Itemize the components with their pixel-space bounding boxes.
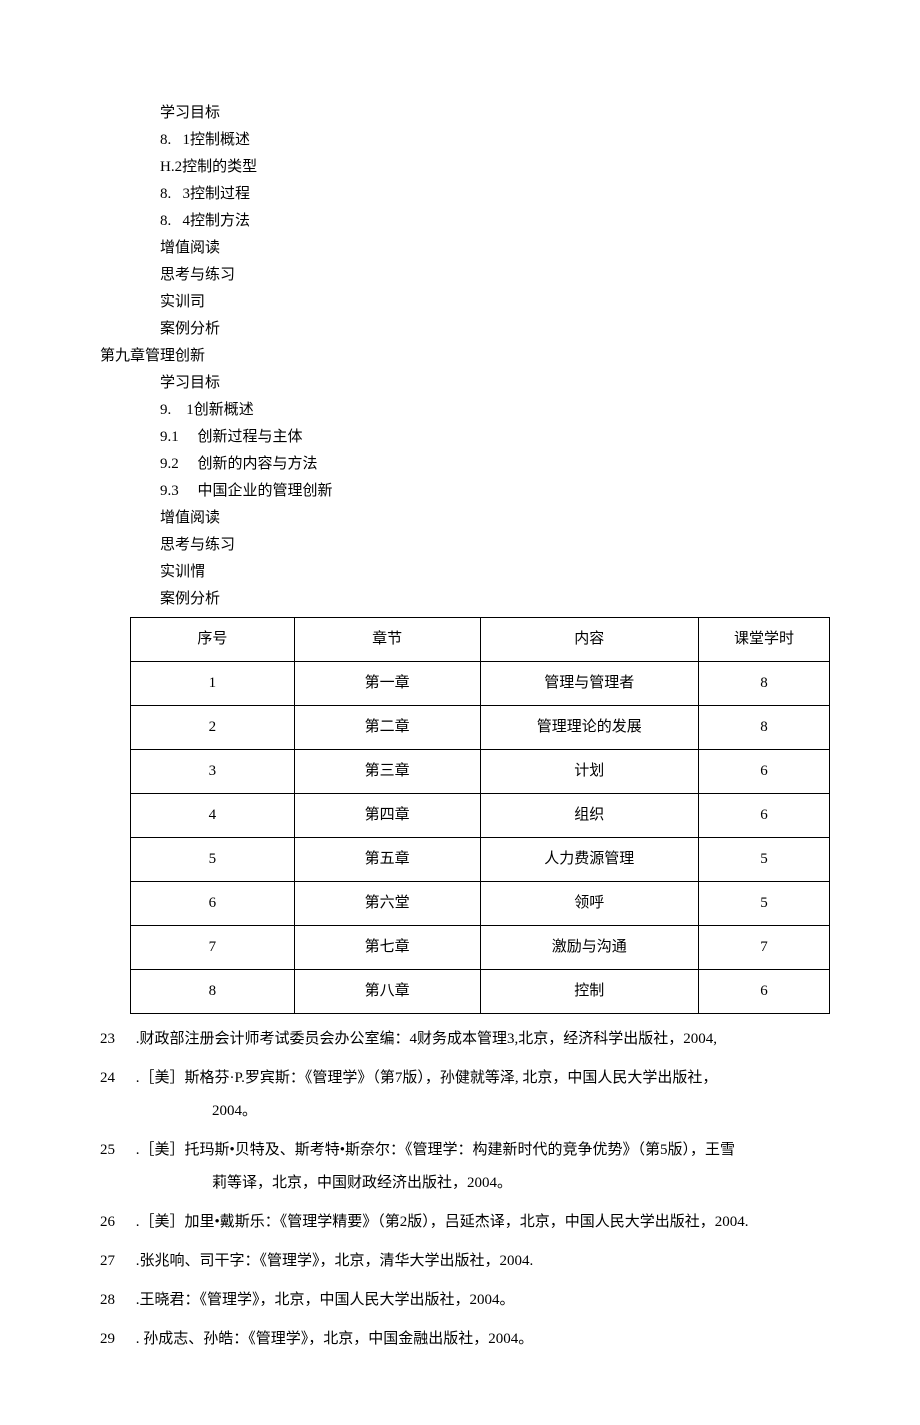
outline-line: 8. 4控制方法 [160, 208, 820, 235]
table-row: 7第七章激励与沟通7 [131, 926, 830, 970]
outline-line: 案例分析 [160, 316, 820, 343]
outline-line: 实训司 [160, 289, 820, 316]
reference-number: 27 [100, 1248, 132, 1275]
reference-item: 26 .［美］加里•戴斯乐：《管理学精要》（第2版），吕延杰译，北京，中国人民大… [100, 1209, 820, 1236]
outline-line: 9. 1创新概述 [160, 397, 820, 424]
reference-text-continued: 2004。 [156, 1098, 820, 1125]
reference-item: 27 .张兆响、司干字：《管理学》，北京，清华大学出版社，2004. [100, 1248, 820, 1275]
outline-line: 学习目标 [160, 100, 820, 127]
table-row: 5第五章人力费源管理5 [131, 838, 830, 882]
table-cell: 第二章 [294, 706, 480, 750]
reference-text: . 孙成志、孙皓：《管理学》，北京，中国金融出版社，2004。 [132, 1331, 533, 1347]
outline-line: 增值阅读 [160, 235, 820, 262]
reference-number: 23 [100, 1026, 132, 1053]
table-header: 内容 [480, 618, 698, 662]
table-cell: 第七章 [294, 926, 480, 970]
table-cell: 第五章 [294, 838, 480, 882]
reference-item: 23 .财政部注册会计师考试委员会办公室编：4财务成本管理3,北京，经济科学出版… [100, 1026, 820, 1053]
table-header: 序号 [131, 618, 295, 662]
table-cell: 2 [131, 706, 295, 750]
table-cell: 第三章 [294, 750, 480, 794]
table-row: 1第一章管理与管理者8 [131, 662, 830, 706]
reference-item: 25 .［美］托玛斯•贝特及、斯考特•斯奈尔：《管理学：构建新时代的竞争优势》（… [100, 1137, 820, 1197]
outline-line: 案例分析 [160, 586, 820, 613]
reference-number: 25 [100, 1137, 132, 1164]
table-cell: 计划 [480, 750, 698, 794]
reference-item: 24 .［美］斯格芬·P.罗宾斯：《管理学》（第7版），孙健就等泽, 北京，中国… [100, 1065, 820, 1125]
table-cell: 8 [131, 970, 295, 1014]
table-cell: 8 [698, 662, 829, 706]
references: 23 .财政部注册会计师考试委员会办公室编：4财务成本管理3,北京，经济科学出版… [100, 1026, 820, 1353]
outline-line: 实训㥜 [160, 559, 820, 586]
outline-line: 8. 3控制过程 [160, 181, 820, 208]
reference-number: 26 [100, 1209, 132, 1236]
reference-text: .王晓君：《管理学》，北京，中国人民大学出版社，2004。 [132, 1292, 515, 1308]
reference-text: .［美］斯格芬·P.罗宾斯：《管理学》（第7版），孙健就等泽, 北京，中国人民大… [132, 1070, 717, 1086]
reference-text-continued: 莉等译，北京，中国财政经济出版社，2004。 [156, 1170, 820, 1197]
table-cell: 6 [698, 970, 829, 1014]
reference-text: .财政部注册会计师考试委员会办公室编：4财务成本管理3,北京，经济科学出版社，2… [132, 1031, 717, 1047]
table-cell: 6 [698, 794, 829, 838]
table-cell: 5 [698, 882, 829, 926]
reference-number: 24 [100, 1065, 132, 1092]
table-cell: 激励与沟通 [480, 926, 698, 970]
table-cell: 4 [131, 794, 295, 838]
table-cell: 第一章 [294, 662, 480, 706]
table-cell: 5 [698, 838, 829, 882]
outline-line: 学习目标 [160, 370, 820, 397]
table-row: 3第三章计划6 [131, 750, 830, 794]
table-cell: 领呼 [480, 882, 698, 926]
outline-line: 9.3 中国企业的管理创新 [160, 478, 820, 505]
table-row: 2第二章管理理论的发展8 [131, 706, 830, 750]
outline-line: 思考与练习 [160, 262, 820, 289]
table-row: 6第六堂领呼5 [131, 882, 830, 926]
table-cell: 6 [131, 882, 295, 926]
table-cell: 控制 [480, 970, 698, 1014]
outline-line: H.2控制的类型 [160, 154, 820, 181]
reference-number: 29 [100, 1326, 132, 1353]
table-row: 4第四章组织6 [131, 794, 830, 838]
table-cell: 3 [131, 750, 295, 794]
table-cell: 管理与管理者 [480, 662, 698, 706]
table-cell: 人力费源管理 [480, 838, 698, 882]
table-header: 章节 [294, 618, 480, 662]
table-cell: 5 [131, 838, 295, 882]
reference-item: 29 . 孙成志、孙皓：《管理学》，北京，中国金融出版社，2004。 [100, 1326, 820, 1353]
outline-line: 思考与练习 [160, 532, 820, 559]
reference-text: .张兆响、司干字：《管理学》，北京，清华大学出版社，2004. [132, 1253, 533, 1269]
outline-line: 8. 1控制概述 [160, 127, 820, 154]
chapter8-outline: 学习目标 8. 1控制概述 H.2控制的类型 8. 3控制过程 8. 4控制方法… [160, 100, 820, 343]
chapter9-outline: 学习目标 9. 1创新概述 9.1 创新过程与主体 9.2 创新的内容与方法 9… [160, 370, 820, 613]
outline-line: 9.2 创新的内容与方法 [160, 451, 820, 478]
table-cell: 8 [698, 706, 829, 750]
table-cell: 组织 [480, 794, 698, 838]
table-row: 8第八章控制6 [131, 970, 830, 1014]
reference-text: .［美］加里•戴斯乐：《管理学精要》（第2版），吕延杰译，北京，中国人民大学出版… [132, 1214, 749, 1230]
chapter9-title: 第九章管理创新 [100, 343, 820, 370]
table-cell: 第四章 [294, 794, 480, 838]
outline-line: 增值阅读 [160, 505, 820, 532]
table-header-row: 序号 章节 内容 课堂学时 [131, 618, 830, 662]
hours-table: 序号 章节 内容 课堂学时 1第一章管理与管理者82第二章管理理论的发展83第三… [130, 617, 830, 1014]
table-cell: 第六堂 [294, 882, 480, 926]
table-cell: 管理理论的发展 [480, 706, 698, 750]
outline-line: 9.1 创新过程与主体 [160, 424, 820, 451]
table-cell: 1 [131, 662, 295, 706]
table-cell: 6 [698, 750, 829, 794]
table-cell: 7 [131, 926, 295, 970]
table-cell: 7 [698, 926, 829, 970]
reference-text: .［美］托玛斯•贝特及、斯考特•斯奈尔：《管理学：构建新时代的竞争优势》（第5版… [132, 1142, 735, 1158]
table-cell: 第八章 [294, 970, 480, 1014]
table-header: 课堂学时 [698, 618, 829, 662]
